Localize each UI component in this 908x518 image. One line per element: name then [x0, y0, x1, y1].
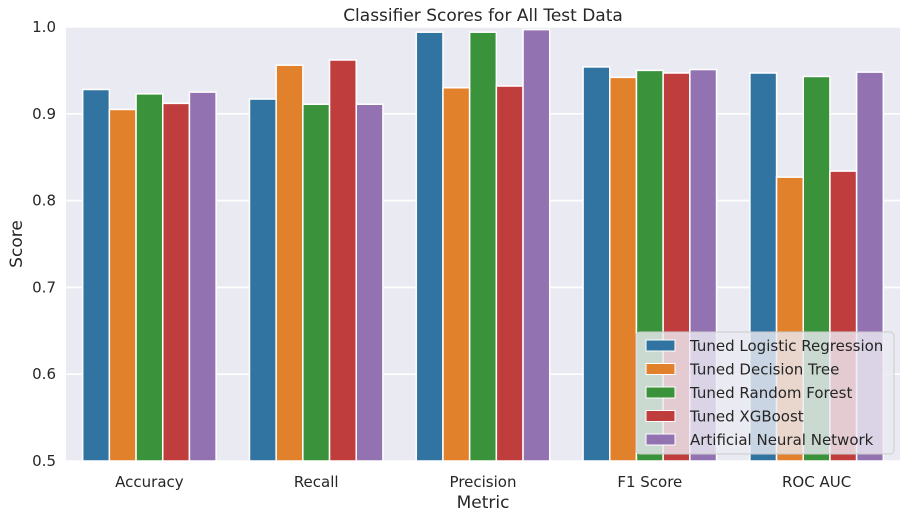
x-tick-label: Recall [294, 473, 339, 491]
y-tick-label: 0.8 [32, 192, 56, 210]
x-axis-label: Metric [457, 493, 510, 513]
bar [609, 76, 638, 462]
x-ticks: Accuracy Recall Precision F1 Score ROC AUC [115, 473, 851, 491]
legend-swatch [645, 339, 676, 352]
bar [582, 66, 611, 462]
bar [135, 93, 164, 462]
bar [415, 31, 444, 462]
legend-label: Artificial Neural Network [690, 431, 874, 449]
x-tick-label: F1 Score [617, 473, 682, 491]
legend-label: Tuned XGBoost [689, 408, 804, 426]
legend-swatch [645, 386, 676, 399]
bar [355, 103, 384, 462]
legend-swatch [645, 410, 676, 422]
y-tick-label: 0.7 [32, 278, 56, 296]
legend-box [635, 331, 895, 455]
bar [522, 28, 551, 462]
legend-label: Tuned Logistic Regression [689, 337, 883, 355]
y-tick-label: 1.0 [32, 18, 56, 36]
bar [81, 88, 111, 462]
bar [161, 102, 191, 462]
bar [302, 103, 331, 462]
legend-label: Tuned Decision Tree [689, 361, 839, 379]
y-tick-label: 0.5 [32, 452, 56, 470]
bar [275, 64, 304, 462]
x-tick-label: Precision [450, 473, 517, 491]
y-tick-label: 0.6 [32, 365, 56, 383]
bar [328, 59, 357, 462]
bar [468, 31, 498, 462]
bar [108, 108, 137, 462]
bar [442, 87, 471, 462]
x-tick-label: ROC AUC [782, 473, 851, 491]
bar [248, 98, 277, 462]
y-axis-label: Score [7, 220, 27, 268]
legend: Tuned Logistic Regression Tuned Decision … [635, 331, 895, 455]
x-tick-label: Accuracy [115, 473, 184, 491]
bars [81, 28, 885, 462]
legend-swatch [645, 363, 676, 375]
y-tick-label: 0.9 [32, 105, 56, 123]
bar [495, 85, 524, 462]
bar [188, 91, 217, 462]
legend-label: Tuned Random Forest [689, 384, 852, 402]
y-ticks: 0.5 0.6 0.7 0.8 0.9 1.0 [32, 18, 56, 470]
legend-swatch [645, 433, 676, 446]
chart-title: Classifier Scores for All Test Data [343, 6, 623, 26]
